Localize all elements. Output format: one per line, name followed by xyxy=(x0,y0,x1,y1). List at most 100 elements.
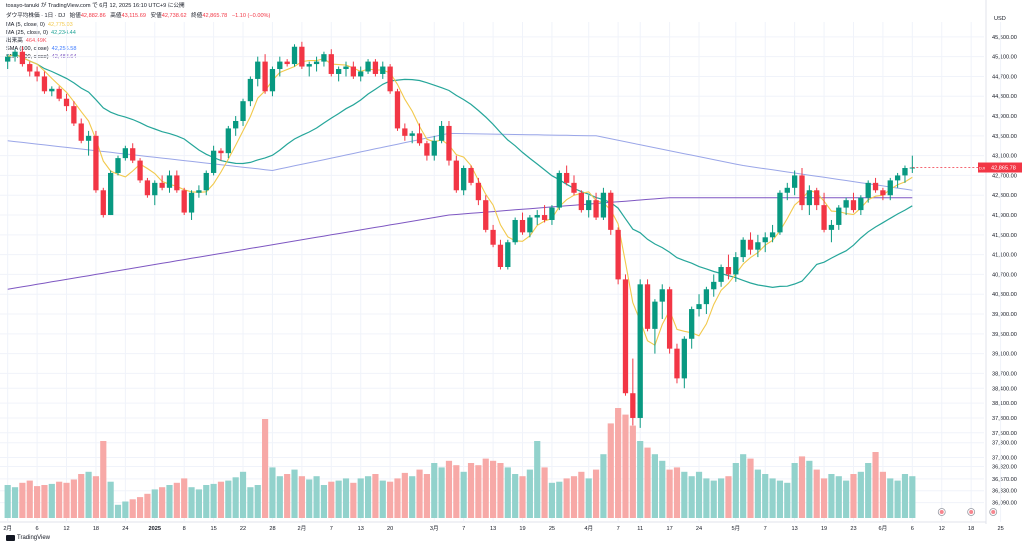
indicator-value: 42,234.44 xyxy=(50,30,76,36)
candle-body xyxy=(438,125,445,141)
y-tick-label: 37,500.00 xyxy=(992,431,1017,437)
volume-bar xyxy=(769,478,776,518)
y-tick-label: 36,820.00 xyxy=(992,464,1017,470)
volume-bar xyxy=(475,465,482,518)
last-price-text: 42,865.78 xyxy=(991,166,1016,172)
volume-bar xyxy=(107,481,114,518)
indicator-row[interactable]: SMA (100, close) 42,256.58 xyxy=(6,46,79,53)
high-label: 高値 xyxy=(110,13,122,19)
volume-bar xyxy=(541,467,548,518)
y-tick-label: 41,900.00 xyxy=(992,213,1017,219)
candle-body xyxy=(814,190,820,206)
volume-bar xyxy=(828,474,835,518)
volume-bar xyxy=(247,487,254,518)
x-tick-label: 6 xyxy=(911,526,914,532)
candle-body xyxy=(402,128,408,136)
volume-bar xyxy=(173,482,180,518)
volume-bar xyxy=(637,441,644,518)
candle-body xyxy=(541,215,548,220)
candle-body xyxy=(490,229,496,245)
x-tick-label: 18 xyxy=(93,526,99,532)
candle-body xyxy=(549,207,555,220)
candle-body xyxy=(409,133,415,136)
candle-body xyxy=(762,237,768,243)
open-value: 42,882.86 xyxy=(80,13,106,19)
candle-body xyxy=(130,148,136,161)
volume-bar xyxy=(114,504,122,518)
candle-body xyxy=(571,182,577,193)
candle-body xyxy=(733,257,739,275)
indicator-row[interactable]: MA (25, close, 0) 42,234.44 xyxy=(6,30,79,37)
volume-bar xyxy=(181,478,188,518)
y-tick-label: 36,330.00 xyxy=(992,489,1017,495)
volume-bar xyxy=(754,469,761,518)
y-tick-label: 45,100.00 xyxy=(992,55,1017,61)
candle-body xyxy=(461,168,467,191)
y-tick-label: 36,090.00 xyxy=(992,501,1017,507)
tradingview-logo: TradingView xyxy=(6,535,50,541)
x-tick-label: 13 xyxy=(358,526,364,532)
candle-body xyxy=(887,180,893,196)
symbol-ohlc-line: ダウ平均株価 · 1日 · DJ 始値42,882.86 高値43,115.69… xyxy=(6,13,273,20)
candle-body xyxy=(880,190,886,196)
indicator-name: MA (5, close, 0) xyxy=(6,22,45,28)
x-tick-label: 4月 xyxy=(584,525,593,532)
candle-body xyxy=(56,88,62,99)
volume-bar xyxy=(504,467,511,518)
candle-body xyxy=(416,133,423,144)
volume-bar xyxy=(798,456,806,518)
candle-body xyxy=(608,192,614,230)
candle-body xyxy=(828,224,835,230)
candle-body xyxy=(615,229,621,280)
candle-body xyxy=(166,175,173,188)
candle-body xyxy=(769,232,776,238)
volume-bar xyxy=(225,480,232,518)
y-tick-label: 37,000.00 xyxy=(992,456,1017,462)
volume-bar xyxy=(740,454,747,518)
candle-body xyxy=(233,120,239,129)
candle-body xyxy=(196,190,202,193)
candle-body xyxy=(372,61,379,74)
volume-bar xyxy=(820,478,828,518)
volume-bar xyxy=(460,471,467,518)
volume-bar xyxy=(732,463,739,518)
candle-body xyxy=(63,98,70,107)
volume-bar xyxy=(92,476,100,518)
candle-body xyxy=(637,284,643,418)
candle-body xyxy=(894,175,901,181)
x-tick-label: 3月 xyxy=(430,525,439,532)
volume-bar xyxy=(409,476,416,518)
candle-body xyxy=(218,150,224,154)
volume-bar xyxy=(666,469,673,518)
y-tick-label: 44,300.00 xyxy=(992,94,1017,100)
y-tick-label: 38,400.00 xyxy=(992,386,1017,392)
volume-bar xyxy=(688,476,695,518)
volume-bar xyxy=(747,458,754,518)
volume-bar xyxy=(291,469,298,518)
y-tick-label: 43,900.00 xyxy=(992,114,1017,120)
volume-bar xyxy=(445,460,453,518)
volume-bar xyxy=(592,469,600,518)
candle-body xyxy=(784,187,790,193)
candle-body xyxy=(872,182,879,191)
volume-bar xyxy=(563,478,570,518)
candle-body xyxy=(556,172,562,208)
y-tick-label: 36,570.00 xyxy=(992,477,1017,483)
x-tick-label: 20 xyxy=(387,526,393,532)
y-tick-label: 40,700.00 xyxy=(992,272,1017,278)
candle-body xyxy=(328,54,334,74)
indicator-name: 出来高 xyxy=(6,38,23,44)
volume-bar xyxy=(26,480,33,518)
indicator-row[interactable]: 出来高 464.49K xyxy=(6,38,50,45)
volume-bar xyxy=(416,469,423,518)
candle-body xyxy=(446,125,452,161)
volume-bar xyxy=(56,481,63,518)
close-label: 終値 xyxy=(191,13,203,19)
volume-bar xyxy=(453,465,460,518)
candle-body xyxy=(909,167,915,169)
candle-body xyxy=(49,88,55,92)
indicator-row[interactable]: MA (5, close, 0) 42,775.03 xyxy=(6,22,76,29)
volume-bar xyxy=(857,471,864,518)
